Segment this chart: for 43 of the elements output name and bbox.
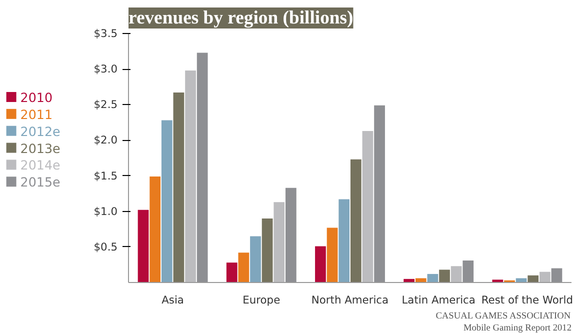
legend-label: 2015e <box>20 174 61 190</box>
bar <box>427 274 438 282</box>
x-tick-label: Asia <box>162 294 184 306</box>
chart-title: revenues by region (billions) <box>128 8 354 28</box>
bar <box>415 278 426 282</box>
bar <box>185 70 196 282</box>
bar <box>138 210 149 282</box>
bar <box>315 246 326 282</box>
bar <box>516 278 527 282</box>
bar <box>439 270 450 282</box>
y-tick-label: $2.0 <box>94 134 118 147</box>
x-tick-label: North America <box>311 294 389 306</box>
bar <box>250 236 261 282</box>
bar <box>173 92 184 282</box>
bar <box>274 202 285 282</box>
legend-label: 2014e <box>20 158 61 173</box>
legend-label: 2010 <box>20 90 53 105</box>
bar <box>226 262 238 282</box>
bar <box>539 272 550 282</box>
legend-label: 2013e <box>20 140 61 156</box>
bar <box>150 176 161 282</box>
y-tick-label: $3.5 <box>94 27 118 40</box>
bar <box>450 266 462 282</box>
bar <box>350 159 362 282</box>
y-tick-label: $0.5 <box>94 240 118 254</box>
bar <box>326 228 338 282</box>
x-tick-label: Europe <box>242 294 280 306</box>
legend-label: 2011 <box>20 106 53 122</box>
bar <box>161 120 172 282</box>
x-tick-label: Rest of the World <box>481 294 574 306</box>
bar <box>238 252 250 282</box>
text: CASUAL GAMES ASSOCIATION <box>436 312 571 322</box>
legend-label: 2012e <box>20 124 61 139</box>
bar <box>362 130 374 282</box>
x-tick-label: Latin America <box>402 294 476 306</box>
text: Mobile Gaming Report 2012 <box>463 324 572 333</box>
y-tick-label: $3.0 <box>94 62 118 76</box>
bar <box>262 218 273 282</box>
bar <box>338 199 350 282</box>
y-tick-label: $1.5 <box>94 169 118 182</box>
bar <box>528 275 539 282</box>
y-tick-label: $1.0 <box>94 204 118 218</box>
y-tick-label: $2.5 <box>94 98 118 112</box>
